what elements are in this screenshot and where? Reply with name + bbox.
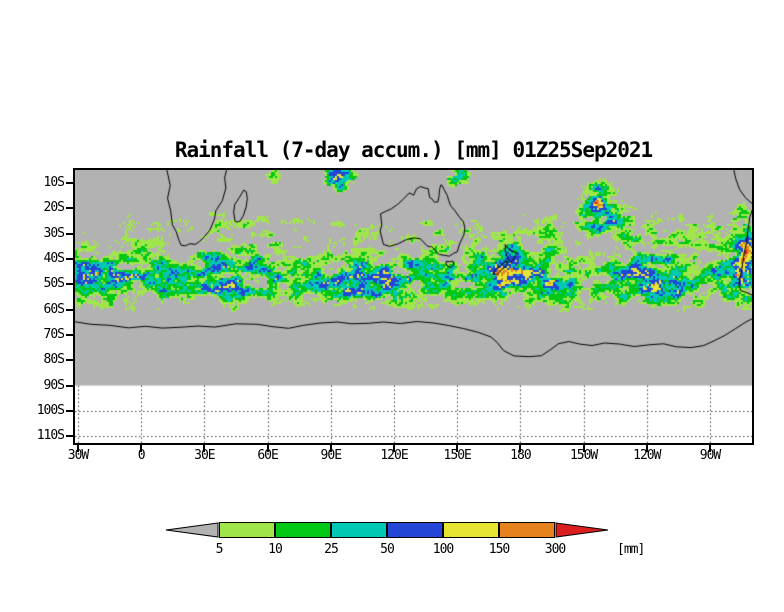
lon-tick (709, 445, 711, 452)
lat-tick (66, 182, 74, 184)
lat-tick-label: 60S (43, 301, 65, 317)
colorbar-segment (443, 522, 499, 538)
colorbar-level-label: 300 (544, 542, 567, 557)
lat-tick-label: 100S (36, 403, 65, 419)
lon-tick-label: 120W (633, 448, 661, 463)
colorbar-segment (219, 522, 275, 538)
lon-tick-label: 0 (137, 448, 146, 463)
lat-tick-label: 90S (43, 377, 65, 393)
colorbar-level-label: 100 (432, 542, 455, 557)
map-plot (73, 168, 754, 445)
colorbar-level-label: 25 (324, 542, 339, 557)
lat-tick (66, 359, 74, 362)
colorbar-level-label: 5 (215, 542, 224, 557)
chart-title: Rainfall (7-day accum.) [mm] 01Z25Sep202… (174, 138, 653, 162)
lon-tick (456, 445, 459, 452)
lat-tick-label: 30S (43, 225, 65, 241)
rainfall-map-canvas (75, 170, 752, 443)
lat-tick-label: 20S (43, 200, 65, 216)
lon-tick-label: 60E (257, 448, 279, 463)
lon-tick (140, 445, 143, 452)
lat-tick-label: 50S (43, 276, 65, 292)
lon-tick-label: 30W (67, 448, 90, 463)
lon-tick-label: 180 (510, 448, 532, 463)
lat-tick (66, 308, 74, 311)
lon-tick (329, 445, 332, 452)
lat-tick (66, 283, 74, 286)
colorbar-bar (165, 522, 609, 538)
lat-tick (66, 333, 74, 336)
lat-tick (66, 257, 74, 260)
lat-tick (66, 232, 74, 235)
lon-tick-label: 150W (569, 448, 598, 463)
colorbar-level-label: 50 (380, 542, 395, 557)
lat-tick (66, 207, 74, 210)
colorbar: 5 10 25 50 100 150 300 [mm] (165, 522, 665, 566)
lon-tick-label: 30E (194, 448, 216, 463)
lat-tick-label: 110S (36, 428, 65, 444)
lon-tick-label: 90E (320, 448, 343, 463)
lat-tick (66, 409, 74, 412)
lat-tick (66, 435, 74, 438)
lon-tick (393, 445, 395, 452)
lon-tick (645, 445, 648, 452)
colorbar-labels: 5 10 25 50 100 150 300 [mm] (165, 542, 665, 560)
lat-tick-label: 10S (43, 175, 65, 191)
lon-tick (77, 445, 79, 452)
lat-tick-label: 80S (43, 352, 65, 368)
lon-tick (203, 445, 206, 452)
lon-tick-label: 150E (443, 448, 472, 463)
lon-tick (266, 445, 269, 452)
lon-tick (519, 445, 522, 452)
colorbar-arrow-high (555, 522, 609, 538)
colorbar-level-label: 10 (268, 542, 283, 557)
colorbar-unit-label: [mm] (617, 542, 645, 557)
lat-tick-label: 70S (43, 327, 65, 343)
lon-tick-label: 120E (380, 448, 408, 463)
colorbar-segment (275, 522, 331, 538)
colorbar-segment (387, 522, 443, 538)
colorbar-segment (331, 522, 387, 538)
lon-tick-label: 90W (699, 448, 722, 463)
colorbar-arrow-low (165, 522, 219, 538)
lat-tick (66, 384, 74, 387)
colorbar-segment (499, 522, 555, 538)
colorbar-level-label: 150 (488, 542, 511, 557)
lon-tick (582, 445, 585, 452)
lat-tick-label: 40S (43, 251, 65, 267)
